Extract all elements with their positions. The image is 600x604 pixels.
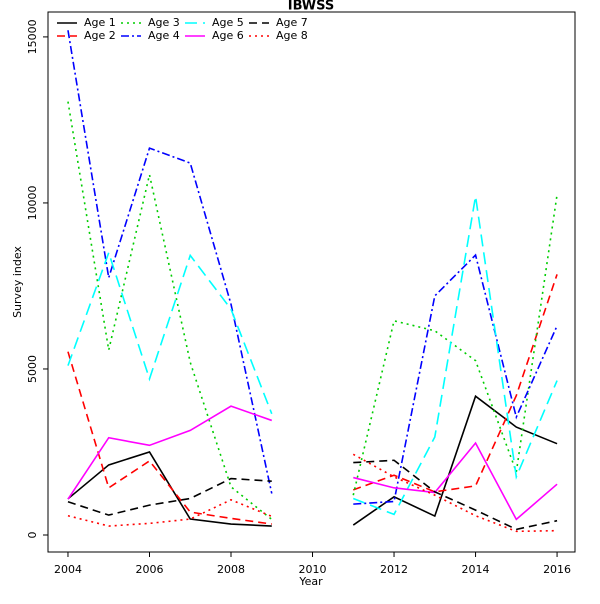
series-line bbox=[67, 30, 558, 505]
series-line bbox=[67, 394, 558, 527]
legend-label: Age 2 bbox=[84, 29, 116, 42]
series-line bbox=[67, 405, 558, 521]
legend-label: Age 3 bbox=[148, 16, 180, 29]
y-tick-label: 10000 bbox=[26, 185, 39, 220]
legend-label: Age 4 bbox=[148, 29, 180, 42]
x-axis-label: Year bbox=[298, 575, 323, 588]
legend-label: Age 6 bbox=[212, 29, 244, 42]
series-line bbox=[67, 196, 558, 516]
x-tick-label: 2004 bbox=[54, 563, 82, 576]
legend-label: Age 7 bbox=[276, 16, 308, 29]
legend-label: Age 1 bbox=[84, 16, 116, 29]
legend-label: Age 8 bbox=[276, 29, 308, 42]
x-tick-label: 2010 bbox=[299, 563, 327, 576]
y-tick-label: 15000 bbox=[26, 19, 39, 54]
x-tick-label: 2006 bbox=[135, 563, 163, 576]
series-line bbox=[67, 453, 558, 533]
series-line bbox=[67, 459, 558, 531]
plot-frame bbox=[47, 11, 576, 553]
series-line bbox=[67, 101, 558, 521]
chart-title: IBWSS bbox=[288, 0, 335, 14]
x-tick-label: 2008 bbox=[217, 563, 245, 576]
x-tick-label: 2016 bbox=[543, 563, 571, 576]
y-axis-label: Survey index bbox=[11, 246, 24, 318]
y-tick-label: 0 bbox=[26, 531, 39, 538]
x-tick-label: 2014 bbox=[462, 563, 490, 576]
x-tick-label: 2012 bbox=[380, 563, 408, 576]
y-tick-label: 5000 bbox=[26, 355, 39, 383]
legend-label: Age 5 bbox=[212, 16, 244, 29]
series-line bbox=[67, 274, 558, 525]
